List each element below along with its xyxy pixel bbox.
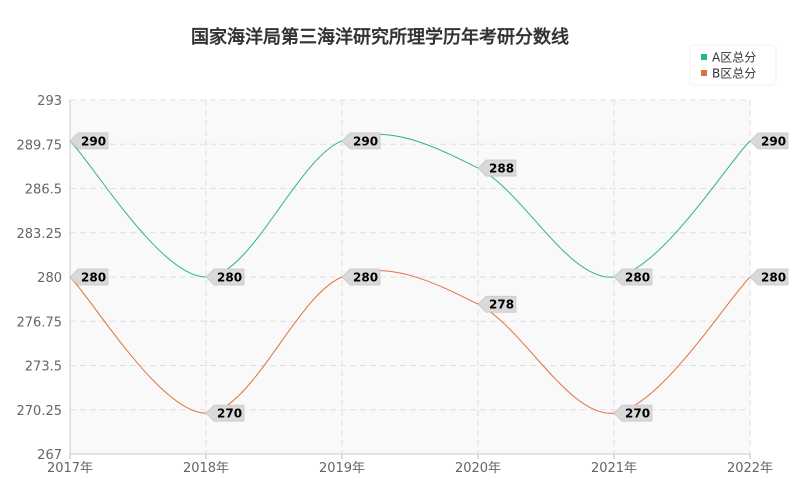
x-tick-label: 2017年 — [47, 461, 93, 476]
data-label-box — [613, 268, 653, 286]
data-label-text: 280 — [625, 271, 650, 285]
data-label-box — [341, 132, 381, 150]
legend-label: A区总分 — [712, 51, 756, 65]
data-label-text: 280 — [353, 271, 378, 285]
x-tick-label: 2021年 — [591, 461, 637, 476]
y-tick-label: 293 — [37, 94, 62, 109]
x-tick-label: 2020年 — [455, 461, 501, 476]
data-label: 290 — [69, 132, 109, 150]
legend[interactable]: A区总分 B区总分 — [689, 44, 777, 86]
data-label-text: 278 — [489, 298, 514, 312]
data-label-text: 290 — [81, 134, 106, 148]
data-label: 280 — [613, 268, 653, 286]
data-labels: 290 280 290 288 280 290 280 270 280 278 270 280 — [69, 132, 789, 422]
data-label: 278 — [477, 295, 517, 313]
data-label-box — [205, 404, 245, 422]
data-label-box — [341, 268, 381, 286]
legend-marker — [701, 70, 707, 76]
data-label: 280 — [341, 268, 381, 286]
data-label-box — [749, 268, 789, 286]
data-label-text: 288 — [489, 162, 514, 176]
data-label: 280 — [69, 268, 109, 286]
x-tick-label: 2018年 — [183, 461, 229, 476]
data-label-text: 270 — [625, 407, 650, 421]
data-label: 280 — [205, 268, 245, 286]
data-label: 270 — [205, 404, 245, 422]
data-label: 280 — [749, 268, 789, 286]
data-label-text: 280 — [81, 271, 106, 285]
data-label-text: 270 — [217, 407, 242, 421]
data-label-text: 280 — [217, 271, 242, 285]
grid-lines — [70, 99, 751, 454]
data-label-box — [613, 404, 653, 422]
y-tick-label: 270.25 — [17, 404, 63, 419]
data-label-box — [69, 268, 109, 286]
y-tick-label: 273.5 — [25, 360, 62, 375]
data-label-box — [69, 132, 109, 150]
data-label-box — [477, 159, 517, 177]
y-tick-label: 267 — [37, 448, 62, 463]
data-label: 288 — [477, 159, 517, 177]
x-tick-label: 2022年 — [727, 461, 773, 476]
data-label: 290 — [341, 132, 381, 150]
legend-box — [689, 44, 777, 86]
y-tick-label: 289.75 — [17, 138, 63, 153]
data-label-text: 290 — [353, 134, 378, 148]
data-label-box — [749, 132, 789, 150]
x-tick-labels: 2017年 2018年 2019年 2020年 2021年 2022年 — [47, 461, 773, 476]
data-label-text: 280 — [761, 271, 786, 285]
data-label: 270 — [613, 404, 653, 422]
data-label: 290 — [749, 132, 789, 150]
y-tick-label: 276.75 — [17, 315, 63, 330]
y-tick-label: 283.25 — [17, 227, 63, 242]
y-tick-labels: 293 289.75 286.5 283.25 280 276.75 273.5 270.25… — [17, 94, 63, 463]
x-tick-label: 2019年 — [319, 461, 365, 476]
data-label-text: 290 — [761, 134, 786, 148]
y-tick-label: 280 — [37, 271, 62, 286]
legend-marker — [701, 54, 707, 60]
chart-title: 国家海洋局第三海洋研究所理学历年考研分数线 — [191, 26, 569, 48]
data-label-box — [477, 295, 517, 313]
data-label-box — [205, 268, 245, 286]
legend-label: B区总分 — [712, 67, 756, 81]
y-tick-label: 286.5 — [25, 183, 62, 198]
